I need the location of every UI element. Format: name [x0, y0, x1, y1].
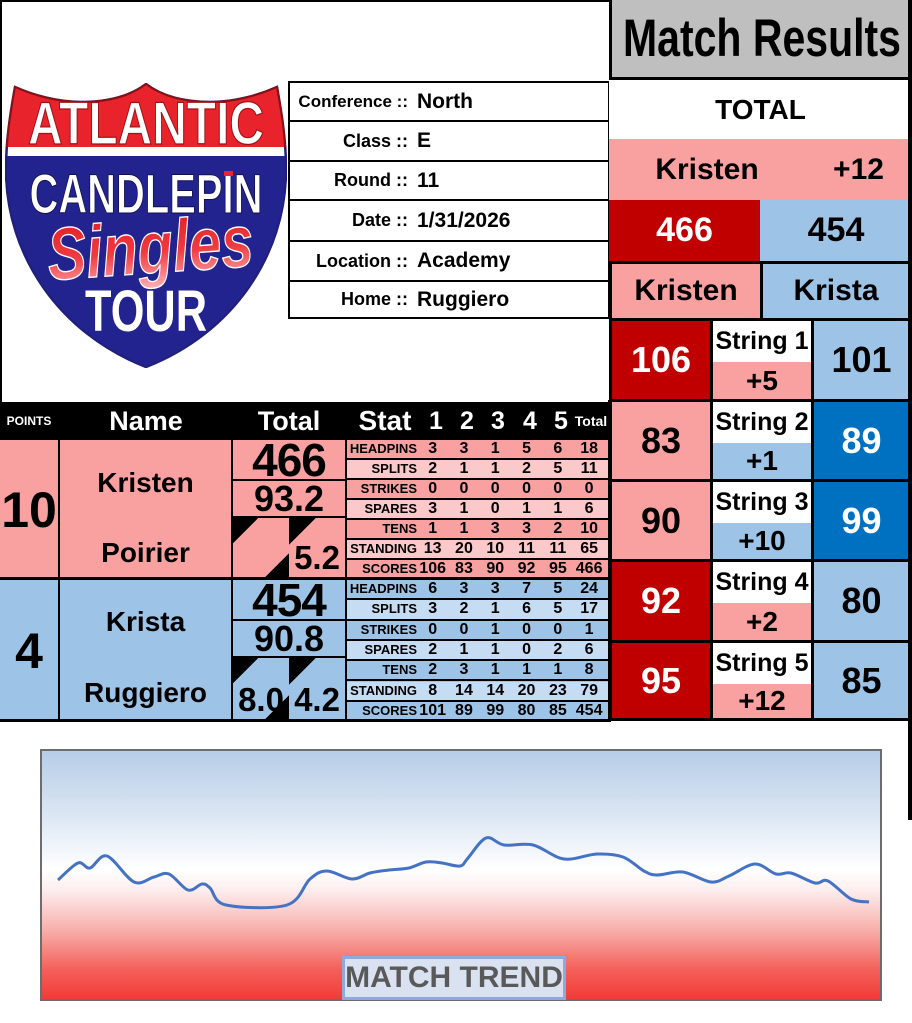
- svg-text:TOUR: TOUR: [85, 279, 207, 344]
- svg-text:Singles: Singles: [45, 199, 256, 296]
- svg-text:ATLANTIC: ATLANTIC: [28, 90, 264, 157]
